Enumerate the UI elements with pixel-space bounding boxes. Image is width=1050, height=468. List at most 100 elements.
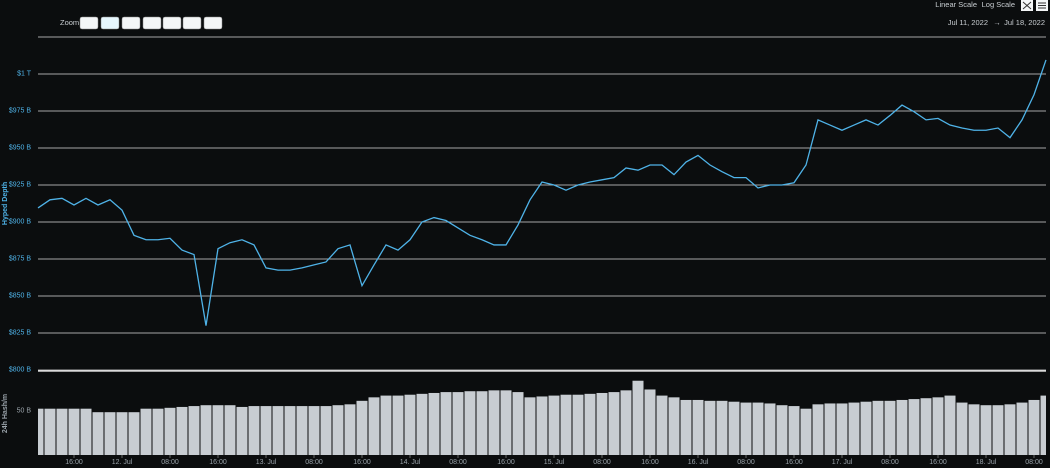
- bar: [680, 399, 692, 455]
- x-tick-label: 14. Jul: [400, 459, 421, 466]
- bar: [572, 394, 584, 455]
- bar: [38, 408, 44, 455]
- bar: [320, 406, 332, 455]
- date-to: Jul 18, 2022: [1004, 18, 1045, 27]
- zoom-button[interactable]: [142, 16, 162, 30]
- bar: [992, 405, 1004, 455]
- y-axis-label: 24h Hash/m: [2, 394, 9, 433]
- y-tick-label: $975 B: [9, 107, 32, 114]
- bar: [620, 390, 632, 455]
- x-tick-label: 08:00: [305, 459, 323, 466]
- bar: [344, 404, 356, 455]
- zoom-button[interactable]: [162, 16, 182, 30]
- bar: [956, 402, 968, 455]
- bar: [896, 399, 908, 455]
- bar: [308, 406, 320, 455]
- x-tick-label: 16:00: [65, 459, 83, 466]
- y-axis-label: Hyped Depth: [2, 182, 9, 225]
- y-tick-label: $850 B: [9, 292, 32, 299]
- bar: [68, 408, 80, 455]
- bar: [224, 405, 236, 455]
- bar: [428, 392, 440, 455]
- bar: [404, 394, 416, 455]
- zoom-button[interactable]: [79, 16, 99, 30]
- bar: [812, 404, 824, 455]
- bar: [260, 406, 272, 455]
- bar: [176, 406, 188, 455]
- price-line: [37, 59, 1047, 326]
- bar: [872, 400, 884, 455]
- log-scale[interactable]: Log Scale: [982, 0, 1015, 9]
- zoom-button[interactable]: [100, 16, 120, 30]
- bar: [164, 407, 176, 455]
- x-tick-label: 08:00: [1025, 459, 1043, 466]
- bar: [356, 400, 368, 455]
- bar: [500, 390, 512, 455]
- bar: [752, 402, 764, 455]
- bar: [908, 399, 920, 455]
- bar: [560, 394, 572, 455]
- bar: [116, 412, 128, 455]
- fullscreen-glyph: [1022, 1, 1032, 10]
- bar: [92, 412, 104, 455]
- zoom-buttons: [79, 16, 223, 30]
- y-tick-label: $1 T: [17, 70, 32, 77]
- bar: [296, 406, 308, 455]
- bar: [200, 405, 212, 455]
- linear-scale[interactable]: Linear Scale: [935, 0, 977, 9]
- menu-glyph: [1038, 2, 1046, 9]
- bar: [524, 397, 536, 455]
- bar: [536, 396, 548, 455]
- y-tick-label: $925 B: [9, 181, 32, 188]
- x-tick-label: 16:00: [785, 459, 803, 466]
- bar: [392, 395, 404, 455]
- bar: [152, 408, 164, 455]
- bar: [284, 406, 296, 455]
- bar: [632, 380, 644, 455]
- x-tick-label: 16:00: [353, 459, 371, 466]
- bar: [368, 397, 380, 455]
- bar: [128, 412, 140, 455]
- bar: [800, 408, 812, 455]
- zoom-button[interactable]: [182, 16, 202, 30]
- bar: [44, 408, 56, 455]
- bar: [80, 408, 92, 455]
- x-tick-label: 12. Jul: [112, 459, 133, 466]
- x-tick-label: 16:00: [641, 459, 659, 466]
- bar: [248, 406, 260, 455]
- bar: [716, 400, 728, 455]
- x-tick-label: 08:00: [737, 459, 755, 466]
- bar: [104, 412, 116, 455]
- x-tick-label: 13. Jul: [256, 459, 277, 466]
- zoom-button[interactable]: [203, 16, 223, 30]
- bar: [848, 402, 860, 455]
- bar: [644, 389, 656, 455]
- bar: [476, 391, 488, 455]
- bar: [704, 400, 716, 455]
- bar: [1040, 395, 1046, 455]
- bar: [920, 398, 932, 455]
- bar: [836, 403, 848, 455]
- bar: [212, 405, 224, 455]
- bar: [236, 406, 248, 455]
- x-tick-label: 16:00: [929, 459, 947, 466]
- bar: [692, 399, 704, 455]
- bar: [140, 408, 152, 455]
- bar: [884, 400, 896, 455]
- bar: [860, 401, 872, 455]
- bar: [464, 391, 476, 455]
- bar: [764, 403, 776, 455]
- y-tick-label: $875 B: [9, 255, 32, 262]
- bar: [272, 406, 284, 455]
- zoom-button[interactable]: [121, 16, 141, 30]
- x-tick-label: 08:00: [593, 459, 611, 466]
- x-tick-label: 08:00: [881, 459, 899, 466]
- bar: [188, 406, 200, 455]
- bar: [668, 397, 680, 455]
- x-tick-label: 08:00: [161, 459, 179, 466]
- bar: [1016, 402, 1028, 455]
- y-tick-label: $825 B: [9, 329, 32, 336]
- bar: [596, 392, 608, 455]
- bar: [1004, 404, 1016, 455]
- bar: [1028, 399, 1040, 455]
